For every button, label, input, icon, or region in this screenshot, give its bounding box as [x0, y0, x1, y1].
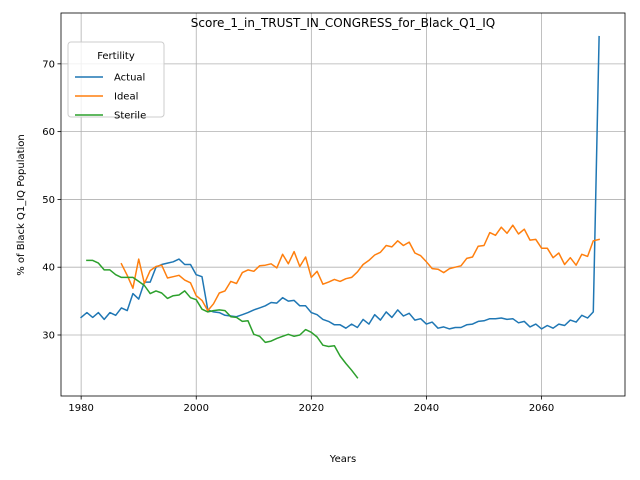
legend: Fertility Actual Ideal Sterile — [67, 41, 165, 122]
series-lines — [80, 35, 601, 379]
legend-label-ideal: Ideal — [114, 92, 138, 103]
y-tick-label: 60 — [42, 127, 55, 138]
legend-box — [67, 41, 165, 118]
legend-title: Fertility — [97, 51, 135, 62]
x-tick-label: 2020 — [299, 403, 324, 414]
series-line-ideal — [120, 224, 601, 312]
x-tick-label: 2000 — [184, 403, 209, 414]
x-axis-title: Years — [329, 454, 356, 465]
series-line-sterile — [86, 259, 359, 379]
y-tick-label: 50 — [42, 195, 55, 206]
grid — [61, 13, 625, 396]
axis-ticks: 1980 2000 2020 2040 2060 30 40 50 60 70 — [42, 59, 554, 414]
y-tick-label: 40 — [42, 263, 55, 274]
x-tick-label: 2040 — [414, 403, 439, 414]
x-tick-label: 1980 — [68, 403, 93, 414]
y-tick-label: 30 — [42, 330, 55, 341]
y-axis-title: % of Black Q1_IQ Population — [16, 134, 27, 276]
series-line-actual — [80, 35, 600, 330]
legend-items: Actual Ideal Sterile — [75, 73, 146, 122]
legend-label-sterile: Sterile — [114, 111, 146, 122]
chart-title: Score_1_in_TRUST_IN_CONGRESS_for_Black_Q… — [191, 16, 495, 30]
x-tick-label: 2060 — [529, 403, 554, 414]
legend-label-actual: Actual — [114, 73, 145, 84]
y-tick-label: 70 — [42, 59, 55, 70]
plot-frame — [60, 12, 626, 397]
